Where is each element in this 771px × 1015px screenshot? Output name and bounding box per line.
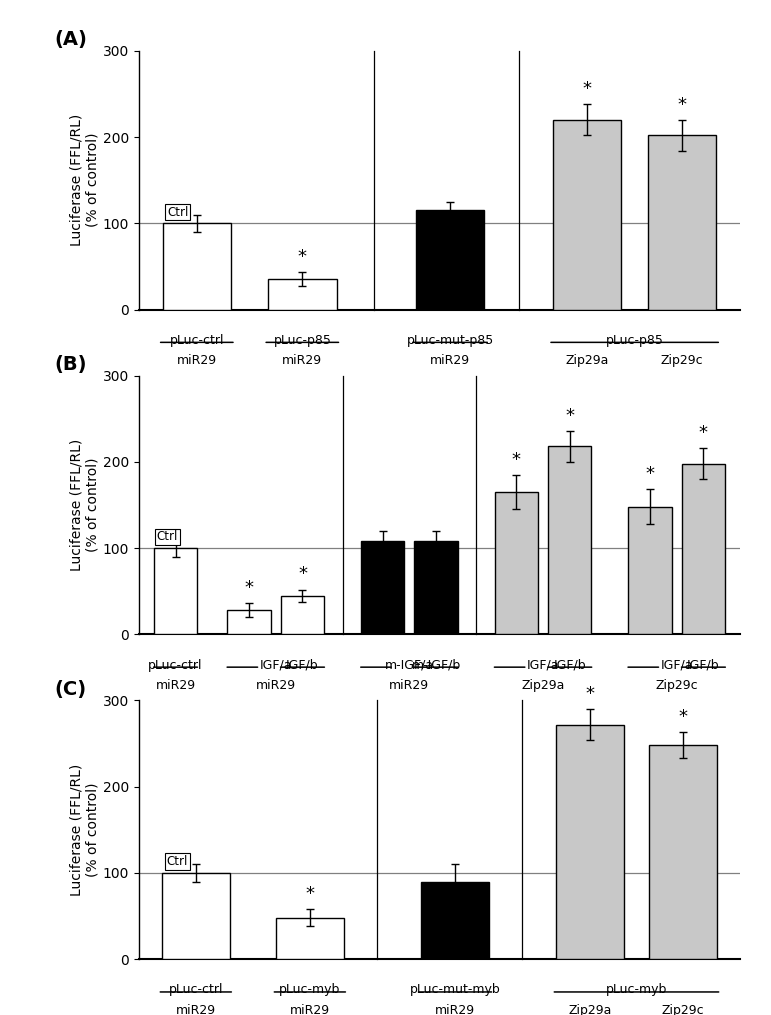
Bar: [276, 918, 344, 959]
Text: miR29: miR29: [389, 679, 429, 692]
Text: *: *: [298, 249, 307, 267]
Bar: [548, 447, 591, 634]
Bar: [281, 596, 324, 634]
Bar: [227, 610, 271, 634]
Bar: [628, 506, 672, 634]
Text: *: *: [305, 885, 315, 903]
Text: m-IGF/a: m-IGF/a: [385, 659, 434, 672]
Text: *: *: [512, 451, 521, 469]
Text: *: *: [585, 685, 594, 703]
Bar: [494, 492, 538, 634]
Text: IGF/b: IGF/b: [286, 659, 318, 672]
Bar: [162, 873, 230, 959]
Text: IGF/b: IGF/b: [554, 659, 586, 672]
Text: pLuc-myb: pLuc-myb: [279, 984, 341, 997]
Text: IGF/a: IGF/a: [260, 659, 292, 672]
Text: *: *: [645, 466, 655, 483]
Y-axis label: Luciferase (FFL/RL)
(% of control): Luciferase (FFL/RL) (% of control): [69, 114, 100, 247]
Text: *: *: [678, 708, 688, 727]
Text: Ctrl: Ctrl: [167, 856, 188, 868]
Text: *: *: [244, 580, 254, 597]
Text: miR29: miR29: [256, 679, 296, 692]
Y-axis label: Luciferase (FFL/RL)
(% of control): Luciferase (FFL/RL) (% of control): [69, 763, 100, 896]
Text: Ctrl: Ctrl: [167, 206, 189, 218]
Text: Zip29c: Zip29c: [662, 1004, 705, 1015]
Text: Zip29a: Zip29a: [521, 679, 564, 692]
Text: Zip29a: Zip29a: [565, 354, 609, 367]
Text: miR29: miR29: [156, 679, 196, 692]
Text: pLuc-myb: pLuc-myb: [606, 984, 667, 997]
Text: miR29: miR29: [430, 354, 470, 367]
Bar: [649, 745, 717, 959]
Text: *: *: [583, 80, 591, 98]
Text: *: *: [565, 407, 574, 424]
Text: (A): (A): [55, 30, 87, 49]
Y-axis label: Luciferase (FFL/RL)
(% of control): Luciferase (FFL/RL) (% of control): [69, 438, 100, 571]
Text: Zip29c: Zip29c: [661, 354, 703, 367]
Text: Zip29a: Zip29a: [568, 1004, 611, 1015]
Text: Zip29c: Zip29c: [655, 679, 698, 692]
Text: IGF/a: IGF/a: [527, 659, 559, 672]
Text: Ctrl: Ctrl: [157, 531, 178, 543]
Bar: [556, 725, 624, 959]
Bar: [553, 120, 621, 310]
Bar: [268, 279, 337, 310]
Bar: [421, 881, 489, 959]
Text: miR29: miR29: [290, 1004, 330, 1015]
Bar: [361, 541, 404, 634]
Text: miR29: miR29: [177, 354, 217, 367]
Text: miR29: miR29: [282, 354, 322, 367]
Bar: [682, 464, 725, 634]
Bar: [648, 135, 716, 310]
Text: pLuc-mut-myb: pLuc-mut-myb: [409, 984, 500, 997]
Text: pLuc-p85: pLuc-p85: [606, 334, 664, 347]
Text: pLuc-p85: pLuc-p85: [274, 334, 332, 347]
Text: miR29: miR29: [435, 1004, 475, 1015]
Bar: [416, 210, 484, 310]
Text: pLuc-ctrl: pLuc-ctrl: [148, 659, 203, 672]
Bar: [154, 548, 197, 634]
Text: *: *: [678, 95, 687, 114]
Text: pLuc-mut-p85: pLuc-mut-p85: [406, 334, 493, 347]
Text: (B): (B): [55, 355, 87, 374]
Text: *: *: [699, 424, 708, 442]
Text: (C): (C): [55, 680, 86, 698]
Bar: [163, 223, 231, 310]
Text: IGF/b: IGF/b: [687, 659, 719, 672]
Bar: [415, 541, 458, 634]
Text: miR29: miR29: [176, 1004, 216, 1015]
Text: *: *: [298, 565, 307, 584]
Text: IGF/a: IGF/a: [661, 659, 693, 672]
Text: pLuc-ctrl: pLuc-ctrl: [169, 984, 223, 997]
Text: m-IGF/b: m-IGF/b: [412, 659, 461, 672]
Text: pLuc-ctrl: pLuc-ctrl: [170, 334, 224, 347]
